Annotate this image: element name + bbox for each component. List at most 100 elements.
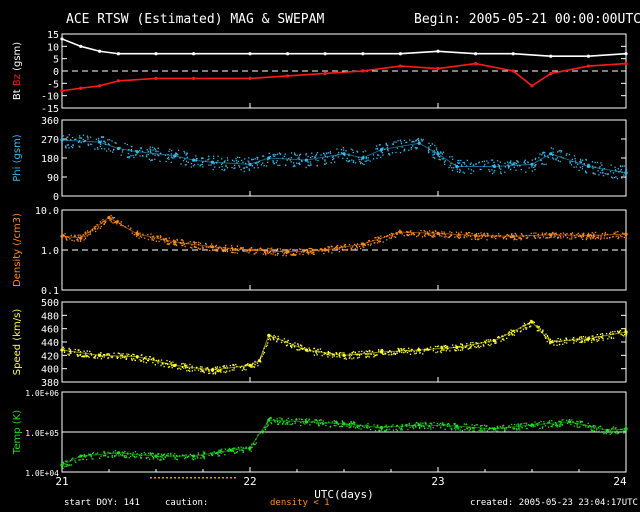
noise-dot [344,246,347,248]
noise-dot [440,426,442,428]
noise-dot [73,235,75,238]
noise-dot [102,353,105,356]
noise-dot [317,424,320,426]
noise-dot [242,167,245,169]
noise-dot [118,451,120,454]
noise-dot [227,449,229,451]
noise-dot [475,341,477,344]
noise-dot [548,420,551,422]
noise-dot [233,367,235,369]
noise-dot [115,221,118,223]
noise-dot [162,363,164,365]
noise-dot [459,168,461,171]
noise-dot [403,348,405,350]
noise-dot [250,450,252,452]
noise-dot [581,233,584,235]
noise-dot [220,368,222,371]
noise-dot [461,165,463,167]
noise-dot [458,232,460,234]
noise-dot [217,452,219,454]
noise-dot [221,250,223,252]
noise-dot [385,425,387,427]
noise-dot [302,422,305,424]
noise-dot [579,426,581,428]
noise-dot [251,446,253,448]
noise-dot [527,236,529,238]
noise-dot [307,155,309,158]
noise-dot [406,351,409,354]
noise-dot [136,453,138,455]
noise-dot [515,234,517,236]
noise-dot [233,160,235,162]
noise-dot [612,333,614,335]
noise-dot [576,338,578,340]
noise-dot [94,355,96,358]
noise-dot [587,422,589,425]
noise-dot [102,218,104,221]
noise-dot [276,252,279,255]
data-point-bz [549,71,553,76]
noise-dot [84,354,87,356]
noise-dot [89,136,92,138]
noise-dot [463,236,465,238]
noise-dot [448,424,450,426]
noise-dot [610,336,613,338]
caution-marker [154,477,156,479]
noise-dot [290,156,292,159]
noise-dot [380,350,382,352]
noise-dot [593,427,595,429]
noise-dot [518,427,520,429]
noise-dot [506,161,509,163]
noise-dot [73,351,76,353]
noise-dot [486,232,488,235]
noise-dot [130,149,132,151]
noise-dot [443,349,445,351]
noise-dot [329,151,331,153]
noise-dot [424,427,426,429]
noise-dot [318,423,320,425]
noise-dot [69,352,71,354]
noise-dot [236,252,238,254]
noise-dot [379,240,381,242]
noise-dot [552,153,554,156]
noise-dot [569,161,571,163]
noise-dot [556,341,558,343]
noise-dot [272,251,274,253]
noise-dot [584,170,587,172]
noise-dot [556,340,558,342]
data-point-bt [248,52,252,56]
noise-dot [211,454,213,456]
noise-dot [406,141,408,143]
noise-dot [333,161,336,163]
noise-dot [230,449,233,451]
noise-dot [384,426,386,428]
noise-dot [253,442,255,445]
noise-dot [318,351,320,353]
noise-dot [68,350,71,353]
noise-dot [120,353,122,355]
noise-dot [236,448,238,450]
noise-dot [286,421,289,424]
noise-dot [273,338,275,341]
noise-dot [103,354,106,356]
noise-dot [425,423,427,425]
noise-dot [150,159,152,162]
noise-dot [79,137,81,139]
noise-dot [477,233,480,235]
noise-dot [339,351,341,354]
noise-dot [534,237,536,239]
noise-dot [420,425,422,428]
noise-dot [520,238,523,240]
noise-dot [162,238,165,240]
noise-dot [592,234,595,237]
noise-dot [194,458,196,460]
noise-dot [537,234,539,236]
noise-dot [501,427,503,429]
noise-dot [385,430,387,432]
noise-dot [276,153,279,155]
noise-dot [513,428,515,430]
noise-dot [457,162,460,164]
noise-dot [253,167,255,169]
noise-dot [609,433,611,435]
noise-dot [79,455,81,457]
